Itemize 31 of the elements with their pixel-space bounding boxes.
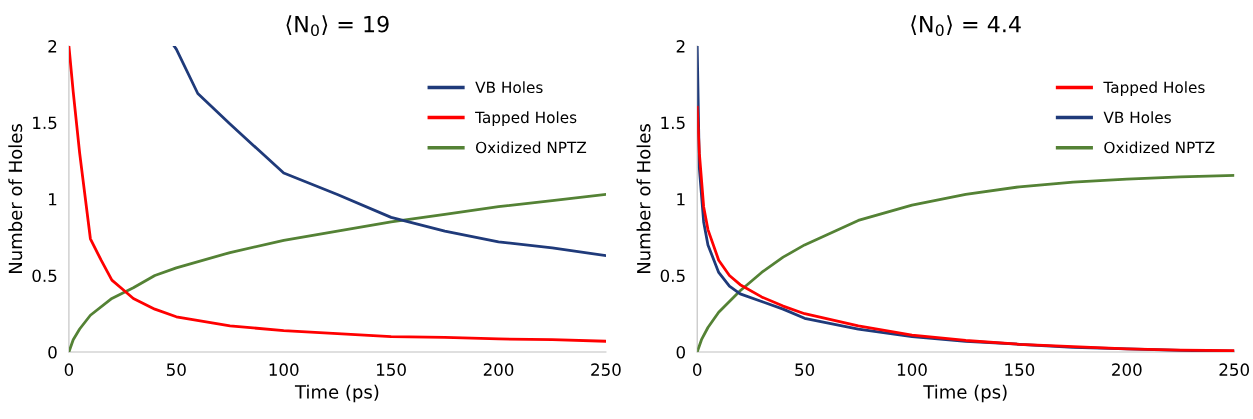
y-axis-title: Number of Holes [8, 124, 23, 274]
y-tick-label: 0 [676, 345, 685, 359]
y-tick-label: 2 [48, 40, 57, 53]
x-tick-label: 150 [377, 363, 406, 376]
y-tick-label: 0.5 [32, 269, 57, 283]
chart-title: ⟨N$_{0}$⟩ = 4.4 [911, 15, 1021, 37]
chart-title: ⟨N$_{0}$⟩ = 19 [286, 15, 389, 37]
y-tick-label: 1 [677, 193, 685, 206]
x-axis-title: Time (ps) [923, 384, 1007, 403]
y-tick-label: 0.5 [660, 269, 685, 283]
y-tick-label: 1.5 [33, 116, 57, 130]
x-tick-label: 200 [483, 363, 514, 376]
x-tick-label: 0 [64, 363, 74, 376]
x-axis-title: Time (ps) [294, 384, 379, 403]
y-tick-label: 2 [676, 40, 685, 53]
y-tick-label: 1.5 [661, 116, 685, 130]
x-tick-label: 250 [1219, 363, 1249, 376]
legend-label: Tapped Holes [475, 111, 577, 127]
y-axis-title: Number of Holes [636, 124, 651, 274]
x-tick-label: 100 [269, 363, 299, 376]
x-tick-label: 50 [795, 363, 815, 376]
legend-label: VB Holes [475, 81, 543, 94]
x-tick-label: 250 [591, 363, 621, 376]
legend-label: Oxidized NPTZ [475, 141, 587, 154]
y-tick-label: 0 [48, 345, 57, 359]
x-tick-label: 150 [1005, 363, 1035, 376]
x-tick-label: 200 [1112, 363, 1142, 376]
x-tick-label: 100 [897, 363, 927, 376]
y-tick-label: 1 [49, 193, 57, 206]
x-tick-label: 50 [167, 363, 186, 376]
x-tick-label: 0 [693, 363, 702, 376]
